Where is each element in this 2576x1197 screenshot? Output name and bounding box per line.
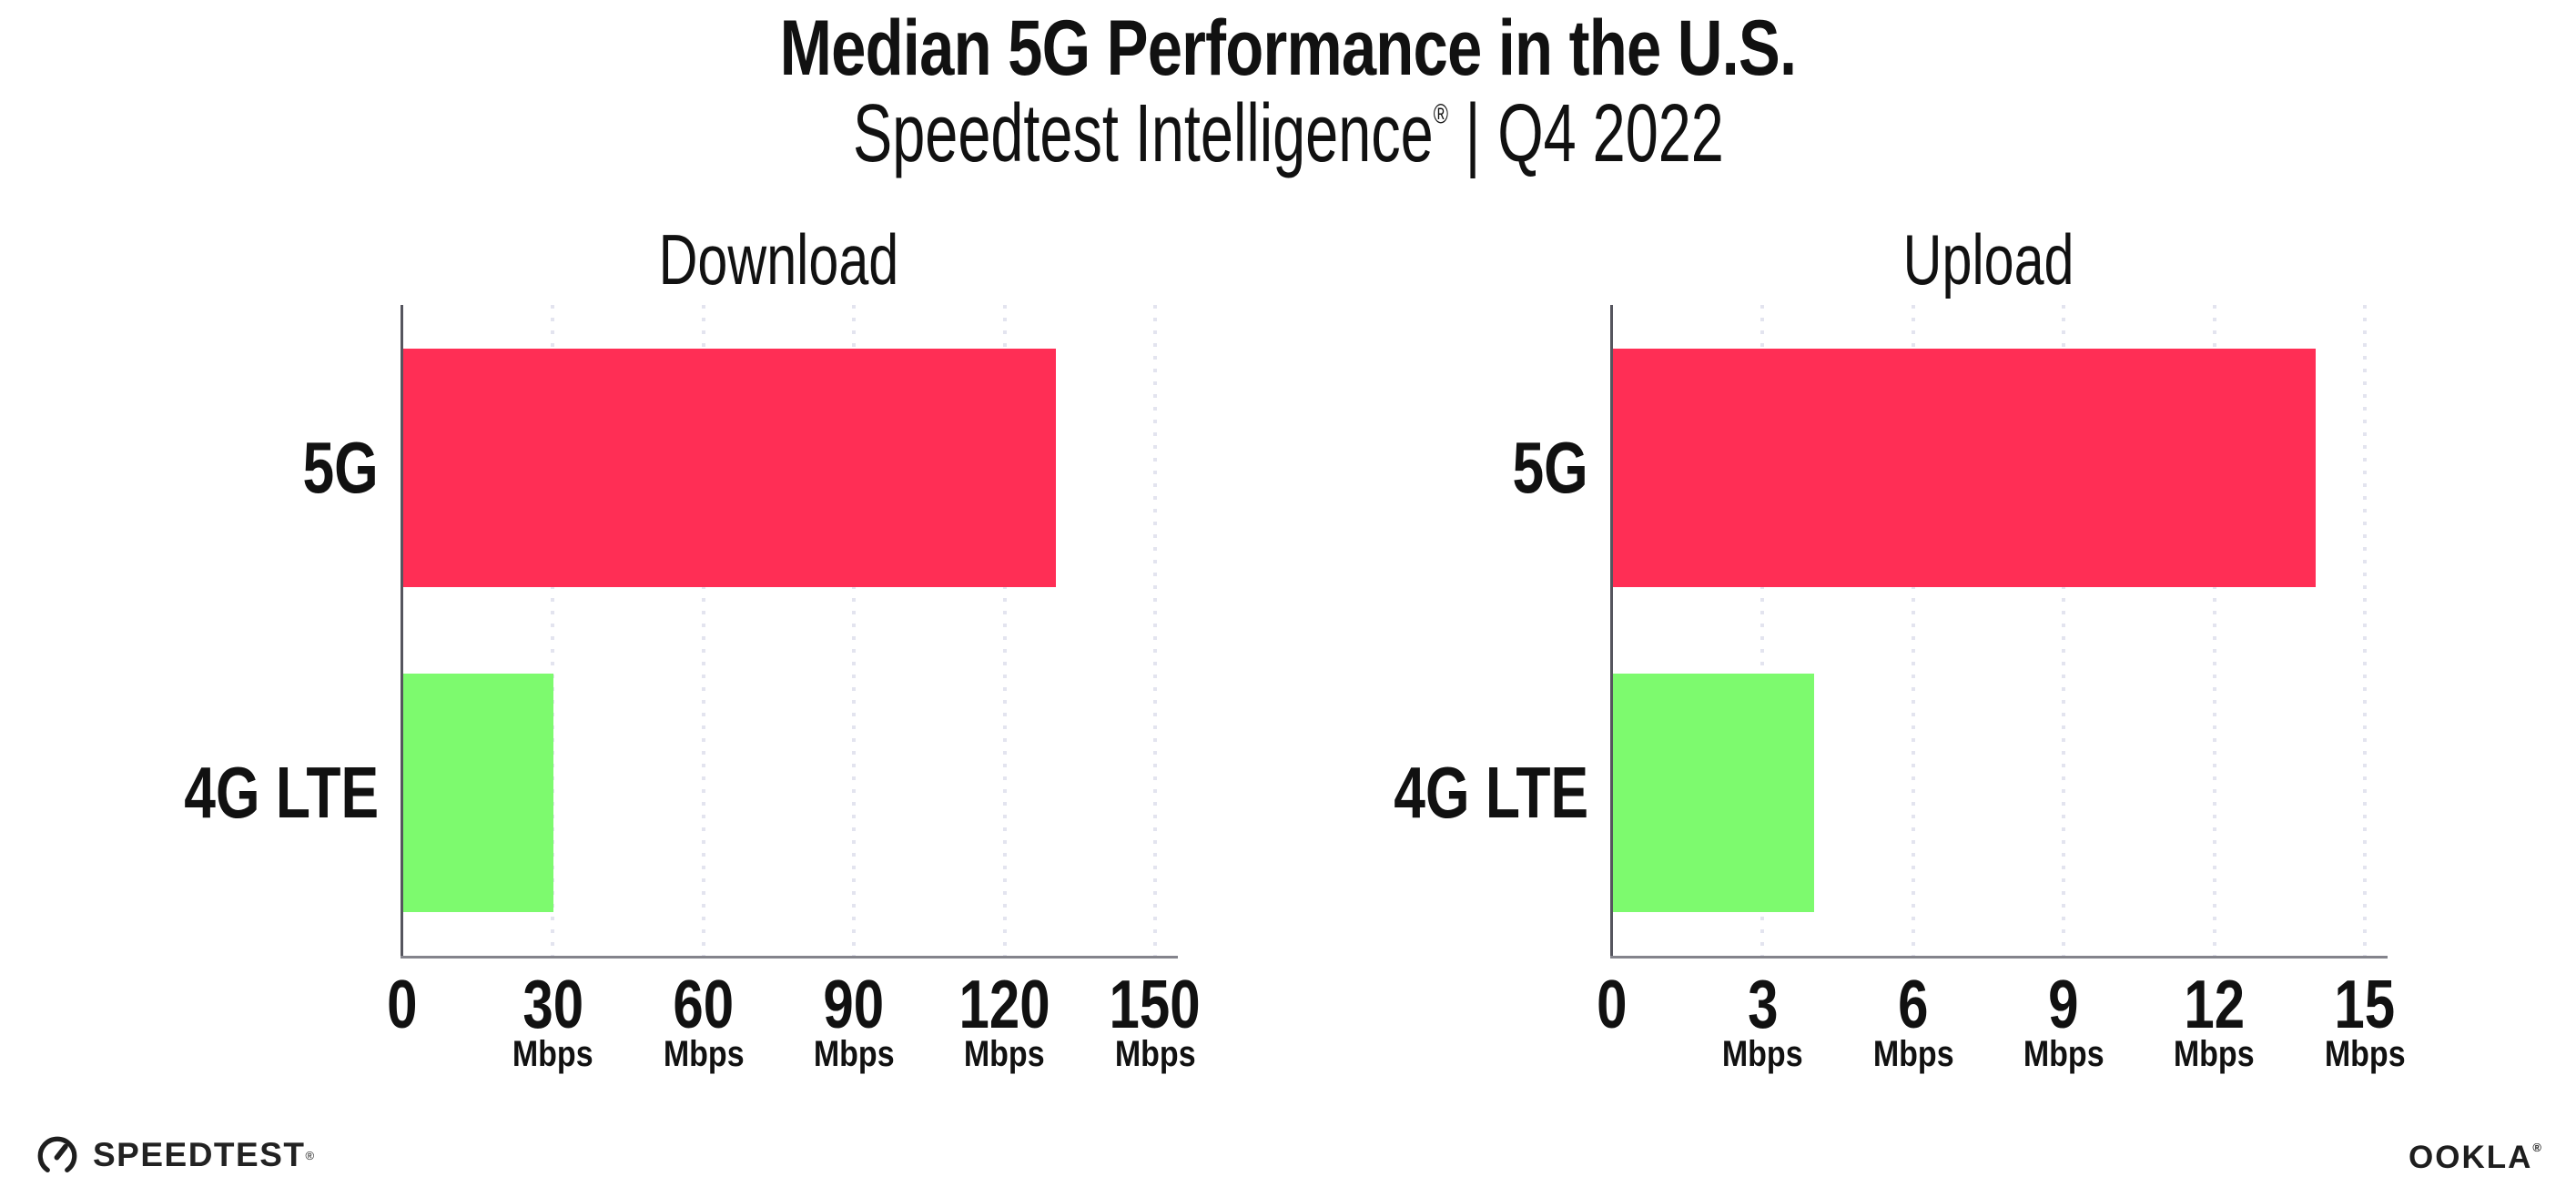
x-tick-unit-3: Mbps [1671,1036,1853,1072]
subtitle-period: Q4 2022 [1496,88,1724,179]
gridline-3-mbps [1760,305,1765,956]
x-tick-label-30-text: 30 [522,966,583,1042]
category-label-4g-lte: 4G LTE [73,756,379,829]
x-tick-label-150-text: 150 [1109,966,1202,1042]
x-tick-unit-15-text: Mbps [2324,1034,2406,1074]
x-tick-unit-60: Mbps [613,1036,795,1072]
x-tick-unit-90: Mbps [763,1036,945,1072]
y-axis-line [401,305,403,959]
gridline-150-mbps [1153,305,1157,956]
x-tick-label-0: 0 [1521,970,1703,1039]
upload-chart-title-text: Upload [1902,219,2074,299]
speedtest-registered-mark: ® [305,1148,315,1162]
x-tick-unit-30-text: Mbps [512,1034,593,1074]
x-tick-label-12: 12 [2124,970,2306,1039]
bar-5g [403,349,1056,587]
gridline-30-mbps [551,305,555,956]
speedtest-gauge-icon [37,1136,77,1172]
x-tick-unit-120: Mbps [914,1036,1096,1072]
x-axis-line [1610,956,2388,959]
x-tick-unit-120-text: Mbps [964,1034,1045,1074]
bar-4g-lte [1613,674,1814,912]
x-tick-unit-150: Mbps [1064,1036,1246,1072]
registered-symbol: ® [1433,98,1448,130]
category-label-5g: 5G [73,431,379,504]
bar-4g-lte [403,674,553,912]
x-tick-unit-9: Mbps [1973,1036,2155,1072]
ookla-logo-text: OOKLA [2409,1140,2533,1175]
gridline-90-mbps [852,305,857,956]
download-chart-title: Download [402,224,1155,295]
subtitle-brand: Speedtest Intelligence [852,88,1434,179]
x-tick-label-6-text: 6 [1898,966,1929,1042]
x-tick-unit-60-text: Mbps [663,1034,745,1074]
x-tick-unit-150-text: Mbps [1114,1034,1196,1074]
x-tick-label-12-text: 12 [2184,966,2245,1042]
x-tick-label-120: 120 [914,970,1096,1039]
page-title-text: Median 5G Performance in the U.S. [779,5,1798,92]
x-tick-label-30: 30 [461,970,644,1039]
ookla-registered-mark: ® [2532,1140,2543,1154]
gridline-12-mbps [2212,305,2216,956]
x-tick-label-15-text: 15 [2334,966,2396,1042]
x-tick-unit-15: Mbps [2274,1036,2456,1072]
category-label-4g-lte: 4G LTE [1283,756,1588,829]
upload-chart-title: Upload [1612,224,2365,295]
x-tick-label-90: 90 [763,970,945,1039]
speedtest-logo-text: SPEEDTEST [93,1136,306,1173]
gridline-60-mbps [701,305,705,956]
x-tick-unit-12-text: Mbps [2174,1034,2255,1074]
x-tick-unit-9-text: Mbps [2023,1034,2104,1074]
x-tick-label-90-text: 90 [823,966,885,1042]
x-tick-unit-6: Mbps [1822,1036,2004,1072]
x-tick-label-9: 9 [1973,970,2155,1039]
page-subtitle: Speedtest Intelligence® | Q4 2022 [0,91,2576,178]
gridline-120-mbps [1002,305,1007,956]
x-tick-label-3-text: 3 [1747,966,1779,1042]
x-tick-label-60-text: 60 [673,966,735,1042]
x-tick-label-3: 3 [1671,970,1853,1039]
gridline-9-mbps [2062,305,2066,956]
y-axis-line [1610,305,1613,959]
page-subtitle-text: Speedtest Intelligence® | Q4 2022 [853,91,1724,178]
x-axis-line [401,956,1178,959]
x-tick-unit-30: Mbps [461,1036,644,1072]
x-tick-label-0-text: 0 [1597,966,1628,1042]
x-tick-label-0: 0 [311,970,493,1039]
x-tick-label-15: 15 [2274,970,2456,1039]
bar-5g [1613,349,2316,587]
category-label-5g-text: 5G [1512,427,1588,508]
x-tick-unit-90-text: Mbps [813,1034,895,1074]
subtitle-separator: | [1465,88,1481,179]
page-title: Median 5G Performance in the U.S. [0,5,2576,92]
ookla-logo: OOKLA® [2409,1140,2543,1176]
speedtest-logo: SPEEDTEST ® [35,1132,314,1178]
category-label-5g: 5G [1283,431,1588,504]
gridline-6-mbps [1911,305,1915,956]
gridline-15-mbps [2363,305,2367,956]
category-label-4g-lte-text: 4G LTE [1394,752,1588,833]
x-tick-unit-12: Mbps [2124,1036,2306,1072]
x-tick-label-60: 60 [613,970,795,1039]
x-tick-label-120-text: 120 [958,966,1050,1042]
category-label-5g-text: 5G [302,427,379,508]
x-tick-label-9-text: 9 [2048,966,2079,1042]
category-label-4g-lte-text: 4G LTE [184,752,379,833]
x-tick-unit-6-text: Mbps [1872,1034,1954,1074]
x-tick-label-6: 6 [1822,970,2004,1039]
x-tick-unit-3-text: Mbps [1722,1034,1803,1074]
x-tick-label-0-text: 0 [387,966,418,1042]
x-tick-label-150: 150 [1064,970,1246,1039]
download-chart-title-text: Download [658,219,899,299]
